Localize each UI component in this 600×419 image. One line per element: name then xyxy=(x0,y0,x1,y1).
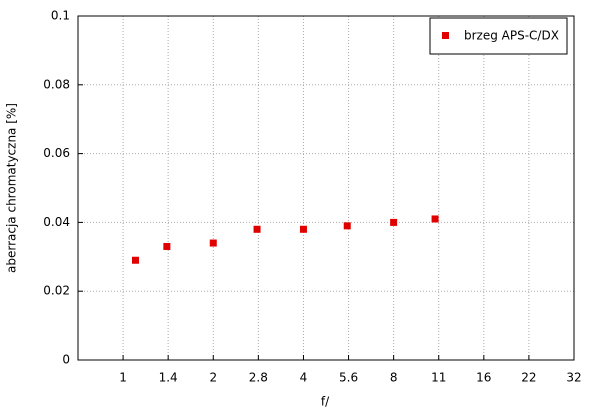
x-tick-label: 5.6 xyxy=(339,371,358,385)
marker xyxy=(131,256,139,264)
x-tick-label: 22 xyxy=(521,371,536,385)
x-tick-label: 1.4 xyxy=(159,371,178,385)
x-tick-label: 16 xyxy=(476,371,491,385)
marker xyxy=(431,215,439,223)
marker xyxy=(299,225,307,233)
y-tick-label: 0.1 xyxy=(51,9,70,23)
y-tick-label: 0.02 xyxy=(43,284,70,298)
marker xyxy=(343,222,351,230)
y-tick-label: 0.04 xyxy=(43,215,70,229)
y-tick-label: 0.08 xyxy=(43,77,70,91)
y-axis-label: aberracja chromatyczna [%] xyxy=(5,103,19,273)
x-axis-label: f/ xyxy=(321,395,330,409)
x-tick-label: 2.8 xyxy=(249,371,268,385)
marker xyxy=(253,225,261,233)
y-tick-label: 0.06 xyxy=(43,146,70,160)
x-tick-label: 8 xyxy=(390,371,398,385)
x-tick-label: 11 xyxy=(431,371,446,385)
marker xyxy=(163,242,171,250)
marker xyxy=(209,239,217,247)
plot-frame xyxy=(77,15,575,361)
legend-box xyxy=(429,17,568,55)
y-tick-label: 0 xyxy=(62,353,70,367)
x-tick-label: 2 xyxy=(209,371,217,385)
legend-label: brzeg APS-C/DX xyxy=(464,29,559,43)
marker xyxy=(390,218,398,226)
x-tick-label: 4 xyxy=(300,371,308,385)
x-tick-label: 32 xyxy=(566,371,581,385)
x-tick-label: 1 xyxy=(119,371,127,385)
legend-marker xyxy=(442,32,449,39)
